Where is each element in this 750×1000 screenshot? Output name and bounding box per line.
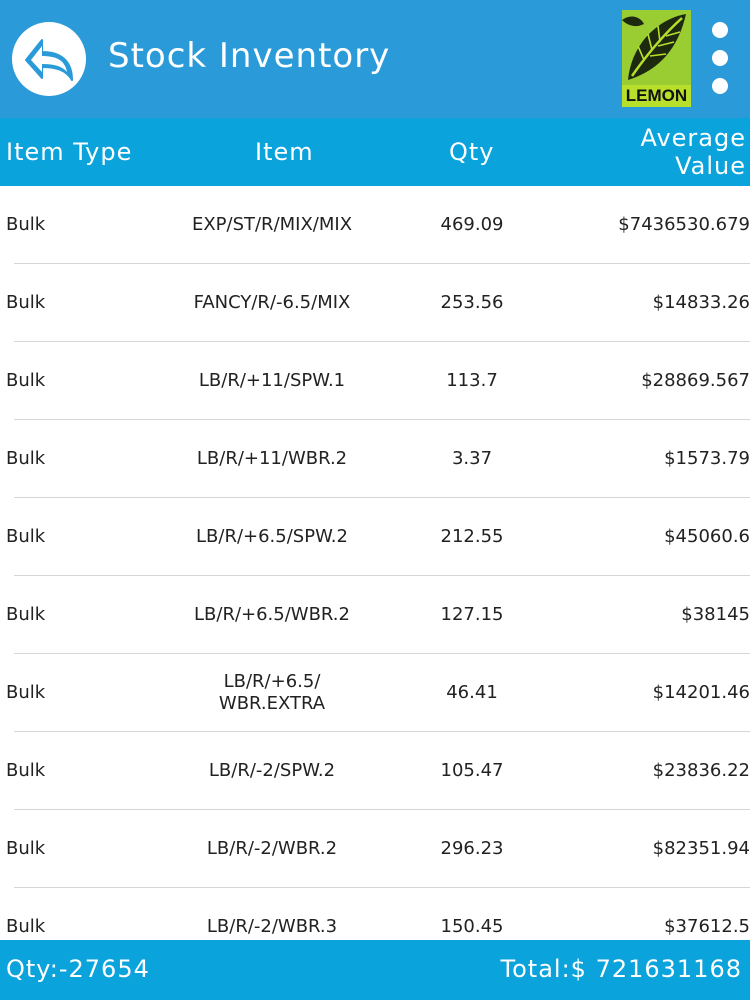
more-options-button[interactable] xyxy=(706,22,734,98)
table-row[interactable]: Bulk LB/R/+11/SPW.1 113.7 $28869.567 xyxy=(6,342,750,420)
average-value-line2: Value xyxy=(675,152,746,180)
table-row[interactable]: Bulk EXP/ST/R/MIX/MIX 469.09 $7436530.67… xyxy=(6,186,750,264)
cell-item-type: Bulk xyxy=(6,760,46,781)
cell-average-value: $82351.94 xyxy=(652,838,750,859)
table-row[interactable]: Bulk LB/R/+6.5/WBR.2 127.15 $38145 xyxy=(6,576,750,654)
cell-item: LB/R/+6.5/SPW.2 xyxy=(196,525,348,547)
menu-dot-icon xyxy=(712,22,728,38)
cell-item: FANCY/R/-6.5/MIX xyxy=(193,291,351,313)
app-header: Stock Inventory LEMON xyxy=(0,0,750,118)
cell-item: LB/R/+6.5/ WBR.EXTRA xyxy=(218,670,326,714)
cell-average-value: $7436530.679 xyxy=(618,214,750,235)
column-header-item[interactable]: Item xyxy=(255,138,314,166)
cell-item: LB/R/-2/WBR.2 xyxy=(206,837,338,859)
menu-dot-icon xyxy=(712,50,728,66)
back-arrow-icon xyxy=(25,39,73,81)
cell-qty: 3.37 xyxy=(451,448,493,469)
inventory-list[interactable]: Bulk EXP/ST/R/MIX/MIX 469.09 $7436530.67… xyxy=(0,186,750,940)
table-row[interactable]: Bulk FANCY/R/-6.5/MIX 253.56 $14833.26 xyxy=(6,264,750,342)
cell-qty: 212.55 xyxy=(440,526,504,547)
table-row[interactable]: Bulk LB/R/-2/WBR.3 150.45 $37612.5 xyxy=(6,888,750,940)
cell-qty: 105.47 xyxy=(440,760,504,781)
cell-qty: 46.41 xyxy=(446,682,498,703)
cell-item-type: Bulk xyxy=(6,604,46,625)
total-value: Total:$ 721631168 xyxy=(500,955,742,983)
cell-item-type: Bulk xyxy=(6,838,46,859)
table-row[interactable]: Bulk LB/R/+11/WBR.2 3.37 $1573.79 xyxy=(6,420,750,498)
cell-average-value: $45060.6 xyxy=(664,526,750,547)
cell-item: LB/R/+11/WBR.2 xyxy=(196,447,348,469)
page-title: Stock Inventory xyxy=(108,36,391,76)
cell-item-type: Bulk xyxy=(6,526,46,547)
cell-item-type: Bulk xyxy=(6,682,46,703)
table-header: Item Type Item Qty Average Value xyxy=(0,118,750,186)
cell-item: LB/R/+6.5/WBR.2 xyxy=(194,603,350,625)
column-header-qty[interactable]: Qty xyxy=(449,138,495,166)
cell-item: EXP/ST/R/MIX/MIX xyxy=(191,213,353,235)
cell-item-type: Bulk xyxy=(6,214,46,235)
column-header-average-value[interactable]: Average Value xyxy=(640,124,746,180)
table-row[interactable]: Bulk LB/R/-2/SPW.2 105.47 $23836.22 xyxy=(6,732,750,810)
cell-average-value: $14833.26 xyxy=(652,292,750,313)
cell-average-value: $37612.5 xyxy=(664,916,750,937)
cell-qty: 127.15 xyxy=(440,604,504,625)
cell-item: LB/R/+11/SPW.1 xyxy=(198,369,346,391)
cell-qty: 296.23 xyxy=(440,838,504,859)
table-row[interactable]: Bulk LB/R/+6.5/ WBR.EXTRA 46.41 $14201.4… xyxy=(6,654,750,732)
cell-item-type: Bulk xyxy=(6,448,46,469)
totals-bar: Qty:-27654 Total:$ 721631168 xyxy=(0,940,750,1000)
lemon-logo: LEMON xyxy=(622,10,691,107)
cell-average-value: $38145 xyxy=(681,604,750,625)
cell-qty: 113.7 xyxy=(446,370,498,391)
table-row[interactable]: Bulk LB/R/+6.5/SPW.2 212.55 $45060.6 xyxy=(6,498,750,576)
cell-item-type: Bulk xyxy=(6,292,46,313)
total-qty: Qty:-27654 xyxy=(6,955,150,983)
menu-dot-icon xyxy=(712,78,728,94)
cell-qty: 150.45 xyxy=(440,916,504,937)
cell-item-type: Bulk xyxy=(6,370,46,391)
logo-text: LEMON xyxy=(622,85,691,107)
cell-qty: 469.09 xyxy=(440,214,504,235)
column-header-item-type[interactable]: Item Type xyxy=(6,138,133,166)
cell-item: LB/R/-2/WBR.3 xyxy=(206,915,338,937)
back-button[interactable] xyxy=(12,22,86,96)
leaf-icon xyxy=(622,10,691,86)
cell-average-value: $14201.46 xyxy=(652,682,750,703)
cell-average-value: $28869.567 xyxy=(641,370,750,391)
cell-item: LB/R/-2/SPW.2 xyxy=(208,759,336,781)
table-row[interactable]: Bulk LB/R/-2/WBR.2 296.23 $82351.94 xyxy=(6,810,750,888)
average-value-line1: Average xyxy=(640,124,746,152)
cell-qty: 253.56 xyxy=(440,292,504,313)
cell-average-value: $1573.79 xyxy=(664,448,750,469)
cell-item-type: Bulk xyxy=(6,916,46,937)
cell-average-value: $23836.22 xyxy=(652,760,750,781)
